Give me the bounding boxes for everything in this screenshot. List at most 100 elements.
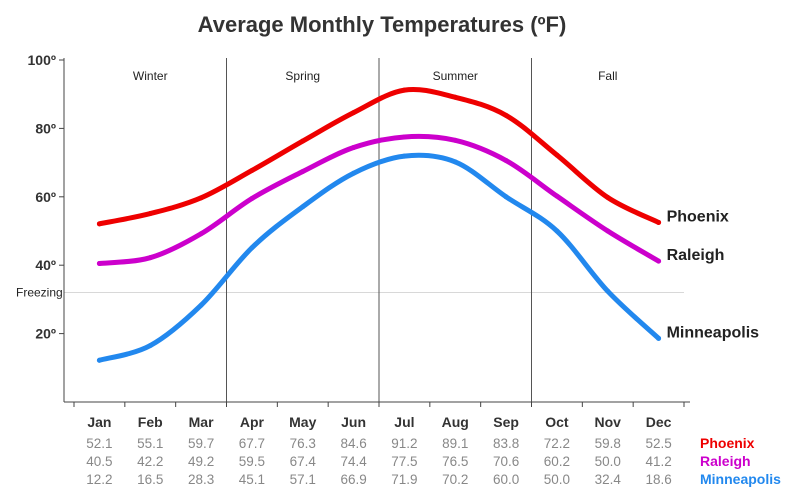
table-value-raleigh: 50.0	[595, 454, 621, 469]
x-tick-label: Aug	[442, 414, 469, 430]
table-value-phoenix: 67.7	[239, 436, 265, 451]
x-tick-label: Mar	[189, 414, 214, 430]
data-point-phoenix	[351, 110, 357, 116]
table-value-raleigh: 42.2	[137, 454, 163, 469]
series-line-minneapolis	[96, 152, 662, 363]
freezing-reference: Freezing	[16, 286, 684, 300]
data-point-phoenix	[401, 87, 407, 93]
x-tick-label: Feb	[138, 414, 163, 430]
table-value-phoenix: 83.8	[493, 436, 519, 451]
table-value-raleigh: 49.2	[188, 454, 214, 469]
season-label-fall: Fall	[598, 69, 617, 83]
series-end-labels: Phoenix Raleigh Minneapolis	[667, 208, 760, 341]
data-point-raleigh	[452, 137, 458, 143]
table-value-phoenix: 76.3	[290, 436, 316, 451]
data-point-minneapolis	[147, 343, 153, 349]
table-value-minneapolis: 28.3	[188, 472, 214, 487]
season-dividers: Winter Spring Summer Fall	[133, 58, 617, 402]
table-value-phoenix: 52.5	[645, 436, 671, 451]
x-tick-label: Oct	[545, 414, 569, 430]
table-value-minneapolis: 57.1	[290, 472, 316, 487]
table-value-phoenix: 84.6	[340, 436, 366, 451]
axes: 20º 40º 60º 80º 100º Jan Feb Mar Apr May Jun Jul Aug…	[28, 52, 690, 430]
y-tick-label: 40º	[35, 257, 56, 273]
table-value-minneapolis: 66.9	[340, 472, 366, 487]
table-value-raleigh: 76.5	[442, 454, 468, 469]
series-end-label-raleigh: Raleigh	[667, 247, 725, 264]
data-point-phoenix	[147, 211, 153, 217]
table-value-minneapolis: 60.0	[493, 472, 519, 487]
data-point-raleigh	[554, 193, 560, 199]
table-value-minneapolis: 50.0	[544, 472, 570, 487]
x-tick-label: Jul	[394, 414, 414, 430]
data-point-raleigh	[401, 134, 407, 140]
data-point-raleigh	[656, 258, 662, 264]
table-series-name-raleigh: Raleigh	[700, 453, 751, 469]
y-tick-label: 20º	[35, 326, 56, 342]
table-value-minneapolis: 12.2	[86, 472, 112, 487]
table-value-raleigh: 60.2	[544, 454, 570, 469]
data-point-phoenix	[249, 167, 255, 173]
table-value-phoenix: 59.8	[595, 436, 621, 451]
series-end-label-minneapolis: Minneapolis	[667, 324, 760, 341]
y-tick-label: 100º	[28, 52, 56, 68]
data-table: 52.1 55.1 59.7 67.7 76.3 84.6 91.2 89.1 83.8 72.2…	[86, 435, 781, 487]
data-point-phoenix	[554, 152, 560, 158]
data-point-minneapolis	[452, 159, 458, 165]
x-tick-label: Dec	[646, 414, 672, 430]
season-label-spring: Spring	[285, 69, 320, 83]
data-point-minneapolis	[249, 245, 255, 251]
data-point-minneapolis	[96, 357, 102, 363]
data-point-raleigh	[249, 196, 255, 202]
data-point-raleigh	[503, 158, 509, 164]
data-point-minneapolis	[554, 228, 560, 234]
freezing-label: Freezing	[16, 286, 63, 300]
table-value-minneapolis: 45.1	[239, 472, 265, 487]
table-value-minneapolis: 70.2	[442, 472, 468, 487]
data-point-raleigh	[300, 168, 306, 174]
data-point-minneapolis	[503, 194, 509, 200]
data-point-minneapolis	[351, 170, 357, 176]
series-end-label-phoenix: Phoenix	[667, 208, 729, 225]
data-point-minneapolis	[198, 302, 204, 308]
x-tick-label: Jun	[341, 414, 366, 430]
data-point-minneapolis	[605, 288, 611, 294]
data-point-phoenix	[656, 219, 662, 225]
data-point-phoenix	[605, 194, 611, 200]
season-label-winter: Winter	[133, 69, 168, 83]
data-point-raleigh	[198, 231, 204, 237]
table-value-raleigh: 41.2	[645, 454, 671, 469]
table-value-phoenix: 59.7	[188, 436, 214, 451]
data-point-phoenix	[503, 112, 509, 118]
x-tick-label: Nov	[595, 414, 622, 430]
table-value-raleigh: 77.5	[391, 454, 417, 469]
data-point-phoenix	[300, 138, 306, 144]
table-value-phoenix: 55.1	[137, 436, 163, 451]
table-series-name-phoenix: Phoenix	[700, 435, 755, 451]
y-tick-label: 60º	[35, 189, 56, 205]
table-value-phoenix: 89.1	[442, 436, 468, 451]
table-value-phoenix: 52.1	[86, 436, 112, 451]
data-point-minneapolis	[656, 335, 662, 341]
table-value-phoenix: 72.2	[544, 436, 570, 451]
y-tick-label: 80º	[35, 120, 56, 136]
series-line-raleigh	[96, 133, 662, 266]
table-series-name-minneapolis: Minneapolis	[700, 471, 781, 487]
data-point-phoenix	[96, 221, 102, 227]
table-value-minneapolis: 32.4	[595, 472, 622, 487]
data-point-phoenix	[452, 94, 458, 100]
x-tick-label: Jan	[87, 414, 111, 430]
table-value-phoenix: 91.2	[391, 436, 417, 451]
table-value-minneapolis: 18.6	[645, 472, 671, 487]
table-value-minneapolis: 71.9	[391, 472, 417, 487]
table-value-raleigh: 67.4	[290, 454, 317, 469]
data-point-phoenix	[198, 195, 204, 201]
table-value-minneapolis: 16.5	[137, 472, 163, 487]
data-point-raleigh	[147, 255, 153, 261]
x-tick-label: Apr	[240, 414, 265, 430]
data-point-raleigh	[96, 260, 102, 266]
data-point-minneapolis	[300, 204, 306, 210]
x-tick-label: Sep	[493, 414, 519, 430]
x-tick-label: May	[289, 414, 316, 430]
